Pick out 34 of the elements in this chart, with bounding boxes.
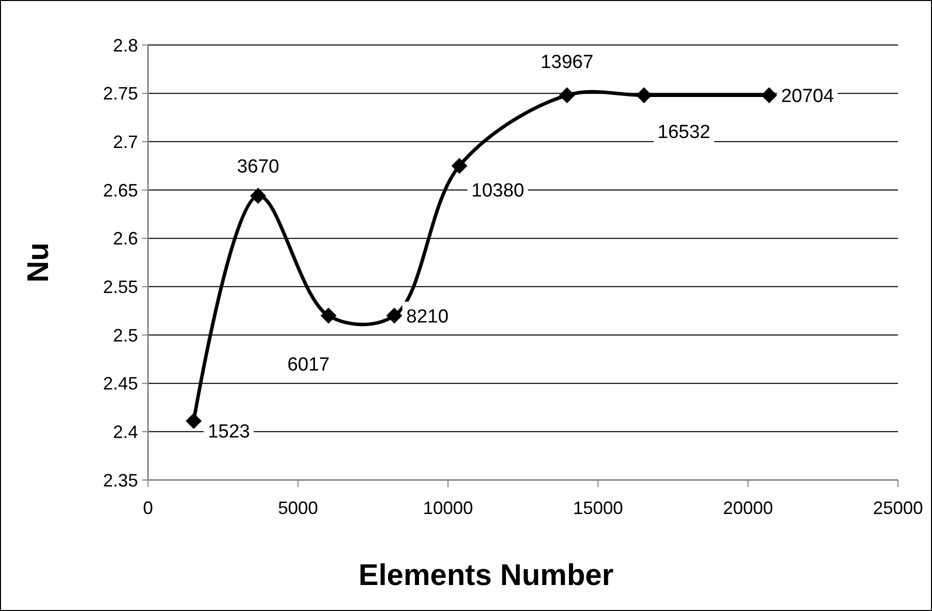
x-tick-label: 10000 — [422, 498, 474, 518]
point — [451, 158, 468, 174]
text: 20704 — [781, 86, 834, 107]
y-tick-label: 2.35 — [102, 470, 138, 490]
y-tick-label: 2.45 — [102, 374, 138, 394]
x-axis-title: Elements Number — [358, 559, 614, 592]
y-tick-label: 2.75 — [102, 84, 138, 104]
x-tick-label: 15000 — [572, 498, 624, 518]
x-tick-label: 5000 — [278, 498, 318, 518]
y-tick-label: 2.8 — [112, 35, 138, 56]
y-tick-label: 2.4 — [112, 422, 138, 442]
y-tick-label: 2.55 — [102, 276, 138, 297]
point — [386, 308, 402, 324]
y-tick-label: 2.65 — [102, 180, 138, 200]
point — [320, 308, 337, 324]
point — [636, 87, 652, 104]
text: 10380 — [471, 180, 524, 202]
x-tick-label: 20000 — [722, 498, 774, 518]
text: 13967 — [540, 52, 594, 73]
point — [186, 413, 202, 430]
text: 8210 — [406, 306, 449, 328]
y-tick-label: 2.5 — [112, 325, 138, 346]
text: 6017 — [287, 354, 330, 376]
y-tick-label: 2.7 — [112, 132, 138, 152]
point — [250, 188, 266, 204]
x-tick-label: 25000 — [872, 498, 924, 518]
x-tick-label: 0 — [142, 498, 154, 518]
text: 16532 — [658, 122, 710, 143]
point — [559, 87, 576, 104]
point — [761, 87, 778, 104]
y-axis-title: Nu — [22, 242, 55, 282]
text: 1523 — [208, 422, 250, 443]
y-tick-label: 2.6 — [112, 228, 138, 249]
text: 3670 — [236, 156, 280, 178]
